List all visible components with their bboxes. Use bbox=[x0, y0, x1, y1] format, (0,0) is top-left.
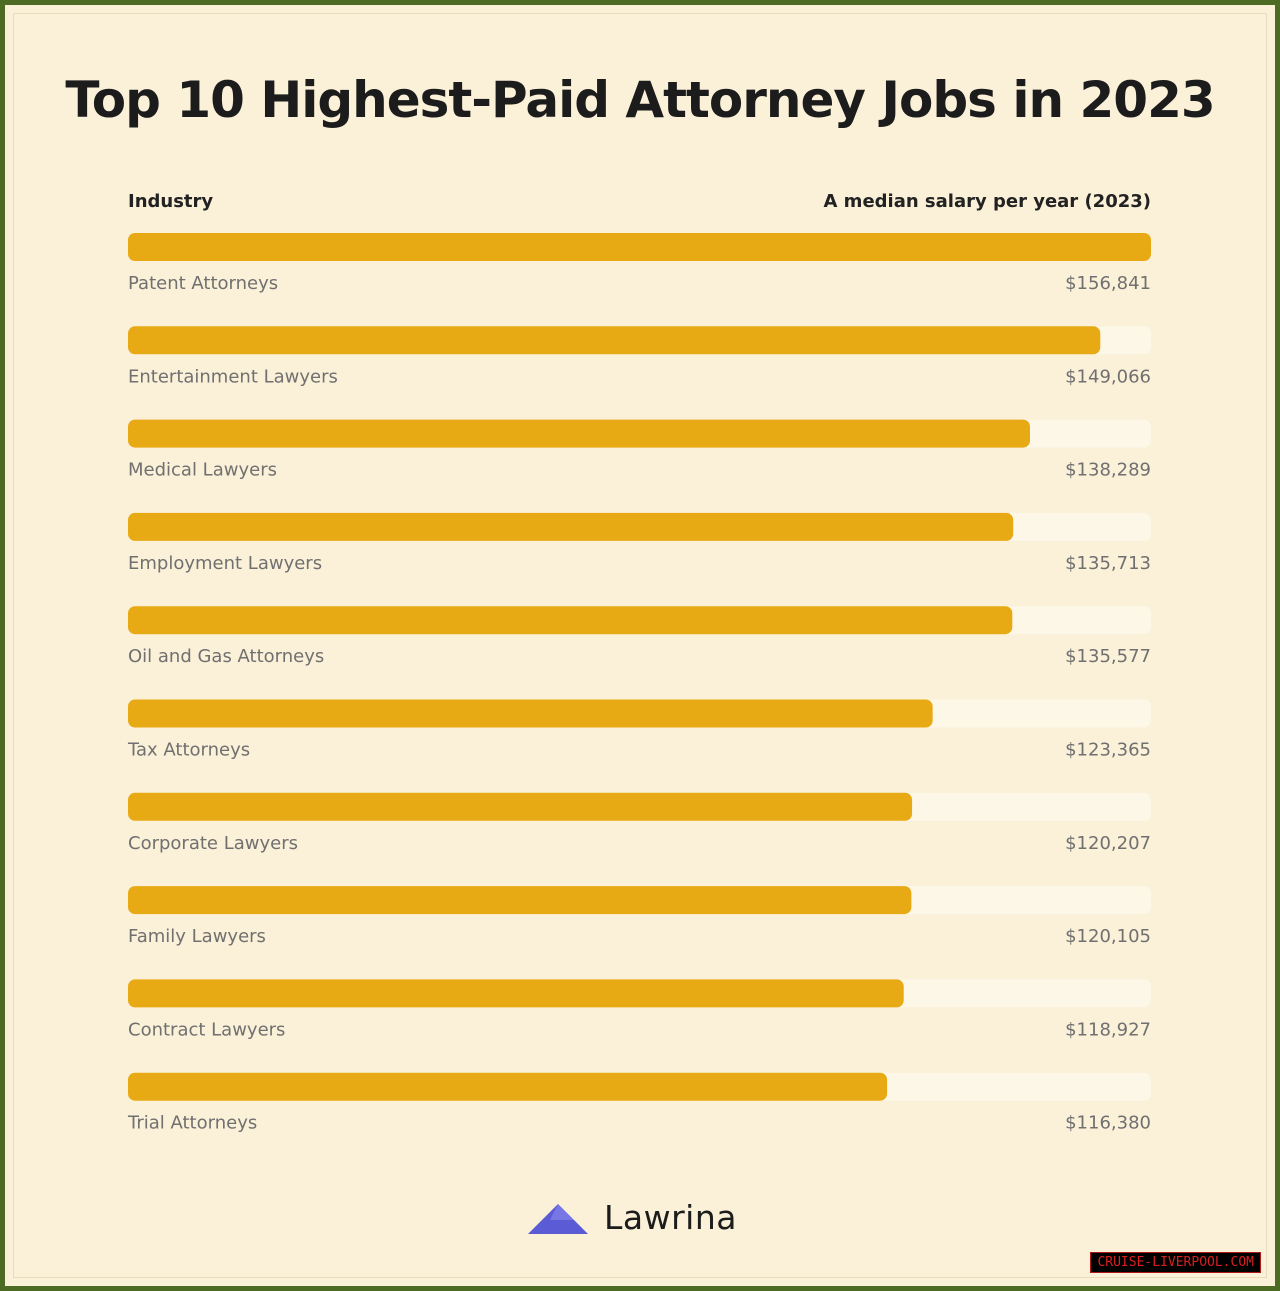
bar bbox=[128, 326, 1101, 355]
value-label: $138,289 bbox=[1065, 460, 1151, 481]
category-label: Tax Attorneys bbox=[127, 740, 250, 761]
category-label: Oil and Gas Attorneys bbox=[128, 646, 324, 667]
bar bbox=[128, 512, 1014, 541]
brand-name: Lawrina bbox=[604, 1198, 737, 1237]
value-label: $116,380 bbox=[1065, 1113, 1151, 1134]
bar bbox=[128, 1072, 888, 1101]
value-label: $135,577 bbox=[1065, 646, 1151, 667]
triangle-roof-logo-icon bbox=[528, 1203, 588, 1234]
value-label: $120,207 bbox=[1065, 833, 1151, 854]
bar bbox=[128, 699, 933, 728]
brand-footer: Lawrina bbox=[528, 1198, 737, 1237]
value-label: $123,365 bbox=[1065, 740, 1151, 761]
category-label: Patent Attorneys bbox=[128, 273, 278, 294]
value-label: $135,713 bbox=[1065, 553, 1151, 574]
value-label: $149,066 bbox=[1065, 366, 1151, 387]
category-label: Medical Lawyers bbox=[128, 460, 277, 481]
bar bbox=[128, 792, 913, 821]
value-label: $120,105 bbox=[1065, 926, 1151, 947]
industry-column-header: Industry bbox=[128, 191, 214, 212]
bar bbox=[128, 233, 1151, 261]
salary-column-header: A median salary per year (2023) bbox=[823, 191, 1151, 212]
bar-chart: Patent Attorneys $156,841 Entertainment La… bbox=[127, 233, 1151, 1134]
chart-title: Top 10 Highest-Paid Attorney Jobs in 202… bbox=[65, 71, 1215, 129]
category-label: Entertainment Lawyers bbox=[128, 366, 338, 387]
category-label: Family Lawyers bbox=[128, 926, 266, 947]
category-label: Employment Lawyers bbox=[128, 553, 322, 574]
category-label: Corporate Lawyers bbox=[128, 833, 298, 854]
category-label: Contract Lawyers bbox=[128, 1019, 285, 1040]
bar bbox=[128, 979, 904, 1008]
category-label: Trial Attorneys bbox=[127, 1113, 257, 1134]
bar bbox=[128, 606, 1013, 635]
bar bbox=[128, 419, 1030, 448]
bar bbox=[128, 886, 912, 915]
watermark-badge: CRUISE-LIVERPOOL.COM bbox=[1090, 1252, 1261, 1273]
value-label: $118,927 bbox=[1065, 1019, 1151, 1040]
value-label: $156,841 bbox=[1065, 273, 1151, 294]
infographic-panel: Top 10 Highest-Paid Attorney Jobs in 202… bbox=[5, 5, 1275, 1286]
